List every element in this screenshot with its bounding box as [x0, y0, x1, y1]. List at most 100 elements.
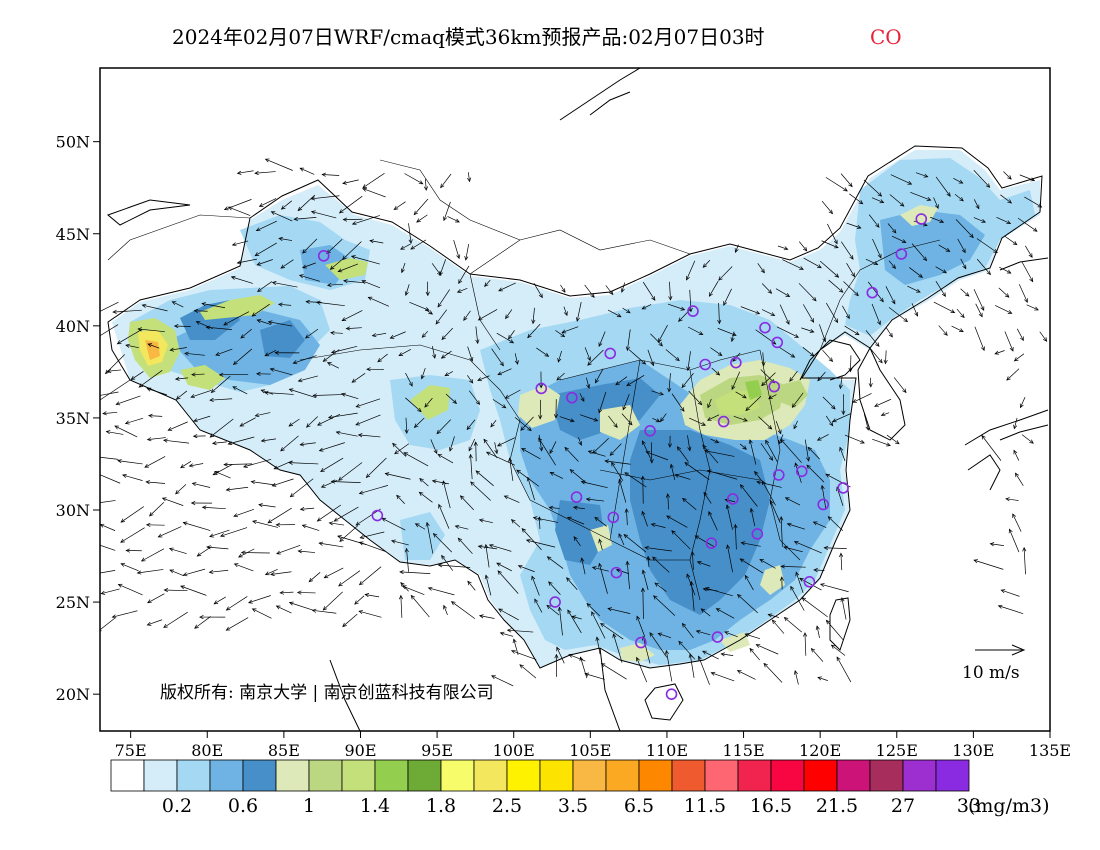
wind-arrow: [209, 398, 233, 401]
wind-arrow-head: [848, 182, 853, 188]
wind-arrow-head: [622, 405, 627, 411]
wind-arrow-head: [997, 604, 1003, 609]
wind-arrow-head: [675, 356, 680, 362]
wind-arrow: [213, 596, 226, 605]
wind-arrow-head: [877, 253, 882, 259]
wind-arrow-head: [163, 588, 169, 593]
wind-arrow: [703, 492, 712, 504]
wind-arrow: [702, 650, 719, 660]
wind-arrow: [1021, 434, 1034, 444]
wind-arrow: [973, 559, 1004, 570]
wind-arrow: [889, 194, 905, 207]
wind-arrow: [169, 569, 184, 577]
x-tick-label: 130E: [952, 741, 994, 760]
wind-arrow: [846, 262, 855, 277]
wind-arrow: [689, 654, 695, 678]
colorbar-label: 2.5: [492, 795, 522, 817]
wind-arrow-head: [834, 318, 839, 324]
wind-arrow: [172, 301, 184, 308]
wind-arrow-head: [146, 437, 152, 442]
wind-arrow: [233, 508, 255, 517]
wind-arrow-head: [877, 320, 881, 326]
wind-arrow: [425, 178, 427, 191]
wind-arrow-head: [778, 439, 783, 445]
city-station-marker: [610, 566, 623, 579]
wind-arrow-head: [612, 633, 617, 639]
wind-arrow: [762, 352, 765, 366]
colorbar-label: 1: [303, 795, 315, 817]
wind-arrow-head: [320, 483, 326, 488]
wind-arrow: [827, 223, 838, 244]
wind-arrow-head: [710, 671, 716, 676]
wind-arrow: [737, 594, 758, 614]
wind-arrow-head: [749, 647, 754, 653]
wind-arrow-head: [365, 473, 371, 479]
wind-arrow-head: [299, 506, 305, 512]
x-tick-label: 115E: [722, 741, 764, 760]
wind-arrow: [264, 350, 277, 357]
wind-arrow-head: [390, 539, 396, 544]
wind-arrow: [623, 534, 647, 553]
wind-arrow-head: [440, 183, 445, 189]
city-station-marker: [772, 469, 785, 481]
y-tick-label: 45N: [56, 225, 90, 244]
wind-arrow-head: [509, 339, 515, 344]
wind-arrow: [226, 617, 249, 631]
wind-arrow: [399, 571, 431, 575]
wind-arrow: [272, 478, 294, 487]
wind-arrow-head: [333, 517, 339, 522]
wind-arrow: [733, 415, 748, 422]
wind-arrow-head: [916, 288, 921, 293]
wind-arrow: [330, 259, 343, 270]
wind-arrow: [872, 238, 882, 258]
wind-arrow: [564, 447, 579, 462]
wind-arrow: [243, 458, 272, 468]
wind-arrow: [819, 324, 826, 342]
wind-arrow-head: [299, 442, 305, 447]
wind-arrow: [451, 601, 476, 619]
wind-arrow: [438, 564, 471, 568]
wind-arrow: [401, 262, 406, 273]
wind-arrow: [381, 517, 406, 531]
wind-arrow: [658, 324, 668, 343]
wind-arrow: [707, 398, 712, 408]
wind-arrow: [782, 259, 804, 270]
wind-arrow-head: [318, 447, 324, 452]
wind-arrow-head: [209, 433, 215, 438]
wind-arrow-head: [111, 614, 117, 619]
wind-arrow: [194, 616, 211, 629]
wind-arrow-head: [191, 482, 197, 487]
wind-arrow-head: [212, 471, 218, 476]
wind-arrow-head: [444, 372, 450, 377]
wind-arrow: [697, 561, 711, 567]
wind-arrow-head: [335, 430, 341, 435]
wind-arrow-head: [1007, 310, 1013, 314]
wind-arrow-head: [369, 239, 374, 244]
wind-arrow: [708, 511, 718, 531]
wind-arrow-head: [981, 219, 987, 223]
wind-arrow: [112, 610, 138, 618]
wind-arrow-head: [496, 562, 501, 567]
wind-arrow-head: [809, 328, 815, 333]
vietnam-coast: [599, 647, 621, 731]
wind-arrow: [405, 417, 408, 434]
wind-arrow: [725, 499, 736, 503]
wind-arrow: [317, 504, 342, 522]
wind-arrow-head: [806, 456, 811, 462]
wind-arrow: [424, 397, 433, 408]
wind-arrow: [828, 516, 844, 531]
wind-arrow-head: [252, 520, 257, 525]
wind-arrow: [567, 516, 585, 525]
wind-arrow-head: [116, 340, 122, 345]
wind-arrow-head: [470, 481, 475, 486]
wind-arrow-head: [275, 605, 281, 610]
wind-arrow-head: [371, 333, 377, 338]
wind-arrow: [1023, 547, 1026, 575]
wind-arrow-head: [321, 172, 326, 177]
wind-arrow: [455, 525, 469, 530]
wind-arrow: [718, 303, 720, 324]
wind-arrow: [821, 240, 839, 249]
wind-arrow-head: [690, 551, 695, 556]
wind-arrow-head: [410, 245, 415, 250]
colorbar-swatch: [935, 759, 970, 792]
